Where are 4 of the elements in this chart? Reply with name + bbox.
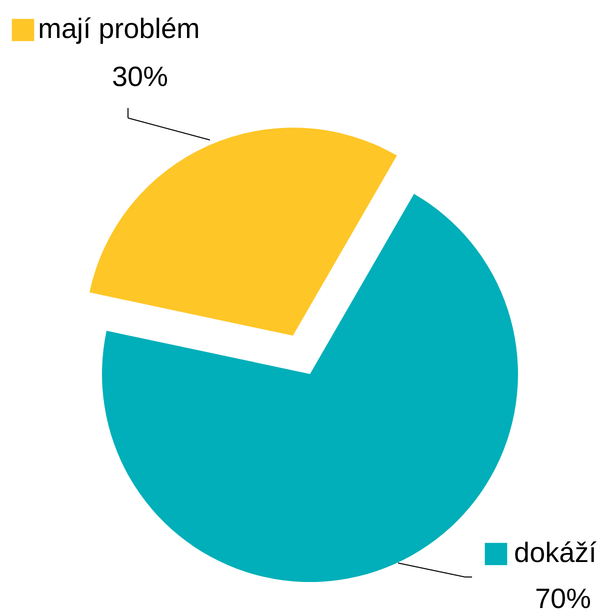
data-label: 30% bbox=[112, 61, 168, 92]
legend-label: dokáží bbox=[514, 537, 597, 568]
legend-label: mají problém bbox=[38, 13, 200, 44]
data-label: 70% bbox=[534, 583, 592, 614]
